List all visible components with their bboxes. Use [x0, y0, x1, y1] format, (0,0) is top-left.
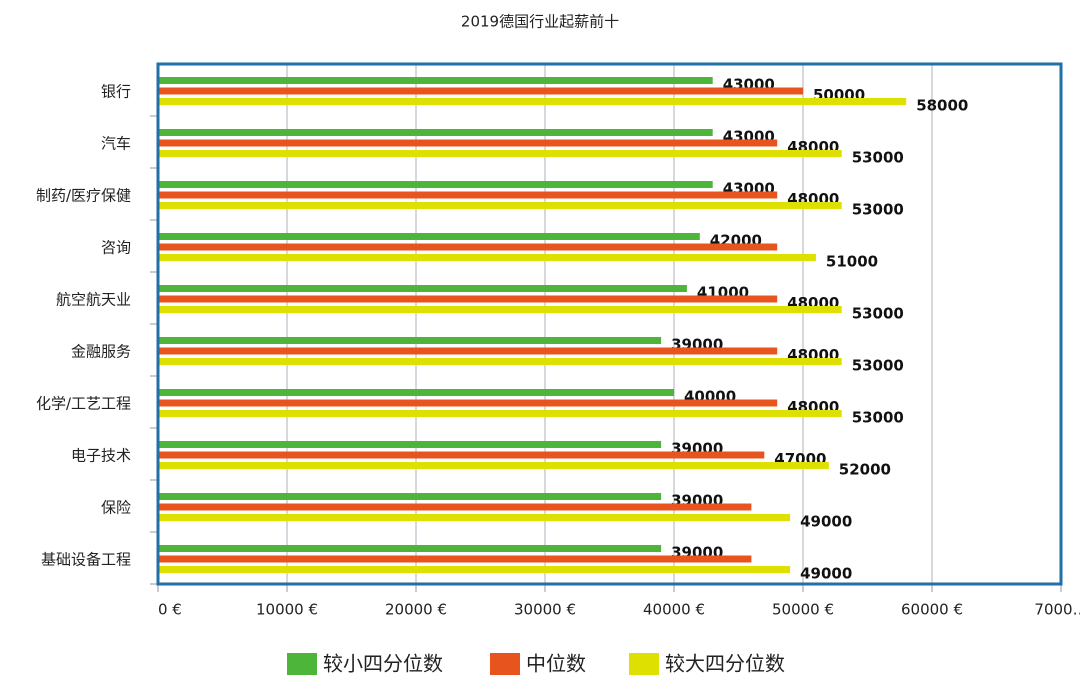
value-label: 51000 — [826, 253, 878, 271]
bar — [158, 139, 778, 147]
bar — [158, 150, 842, 157]
legend-swatch — [287, 653, 317, 675]
bar — [158, 555, 752, 563]
bar — [158, 399, 778, 407]
x-tick-label: 10000 € — [256, 601, 318, 619]
legend-label: 较小四分位数 — [323, 652, 443, 676]
y-tick-label: 银行 — [101, 83, 131, 101]
y-tick-label: 基础设备工程 — [41, 551, 131, 569]
x-tick-label: 50000 € — [772, 601, 834, 619]
plot-border — [156, 62, 1063, 586]
value-label: 49000 — [800, 513, 852, 531]
bar — [158, 503, 752, 511]
bar — [158, 389, 674, 396]
bar — [158, 129, 713, 136]
x-tick-label: 40000 € — [643, 601, 705, 619]
bar — [158, 77, 713, 84]
value-label: 53000 — [852, 305, 904, 323]
bar — [158, 254, 816, 261]
value-label: 53000 — [852, 357, 904, 375]
value-label: 52000 — [839, 461, 891, 479]
y-tick-label: 咨询 — [101, 239, 131, 257]
x-tick-label: 7000… — [1034, 601, 1080, 619]
legend-swatch — [490, 653, 520, 675]
bar — [158, 243, 778, 251]
y-tick-label: 汽车 — [101, 135, 131, 153]
bar — [158, 295, 778, 303]
y-tick-label: 电子技术 — [71, 447, 131, 465]
bar — [158, 451, 765, 459]
legend-label: 较大四分位数 — [665, 652, 785, 676]
bar — [158, 410, 842, 417]
bar — [158, 285, 687, 292]
bar — [158, 191, 778, 199]
y-tick-label: 制药/医疗保健 — [36, 187, 131, 205]
bar — [158, 337, 662, 344]
bar — [158, 514, 791, 521]
y-tick-label: 保险 — [101, 499, 131, 517]
bar — [158, 98, 907, 105]
bar — [158, 233, 700, 240]
x-tick-label: 30000 € — [514, 601, 576, 619]
y-tick-label: 化学/工艺工程 — [36, 395, 131, 413]
value-label: 53000 — [852, 409, 904, 427]
bar — [158, 306, 842, 313]
value-label: 53000 — [852, 201, 904, 219]
bar — [158, 493, 662, 500]
legend-swatch — [629, 653, 659, 675]
value-label: 58000 — [916, 97, 968, 115]
y-tick-label: 航空航天业 — [56, 291, 131, 309]
bar — [158, 566, 791, 573]
bar — [158, 202, 842, 209]
x-tick-label: 60000 € — [901, 601, 963, 619]
bar — [158, 347, 778, 355]
value-label: 49000 — [800, 565, 852, 583]
value-label: 53000 — [852, 149, 904, 167]
bar — [158, 87, 803, 95]
bar — [158, 358, 842, 365]
legend-label: 中位数 — [526, 652, 586, 676]
bar — [158, 545, 662, 552]
bar — [158, 181, 713, 188]
x-tick-label: 20000 € — [385, 601, 447, 619]
bar — [158, 462, 829, 469]
x-tick-label: 0 € — [158, 601, 182, 619]
y-tick-label: 金融服务 — [71, 343, 131, 361]
bar — [158, 441, 662, 448]
chart-title: 2019德国行业起薪前十 — [461, 13, 619, 31]
